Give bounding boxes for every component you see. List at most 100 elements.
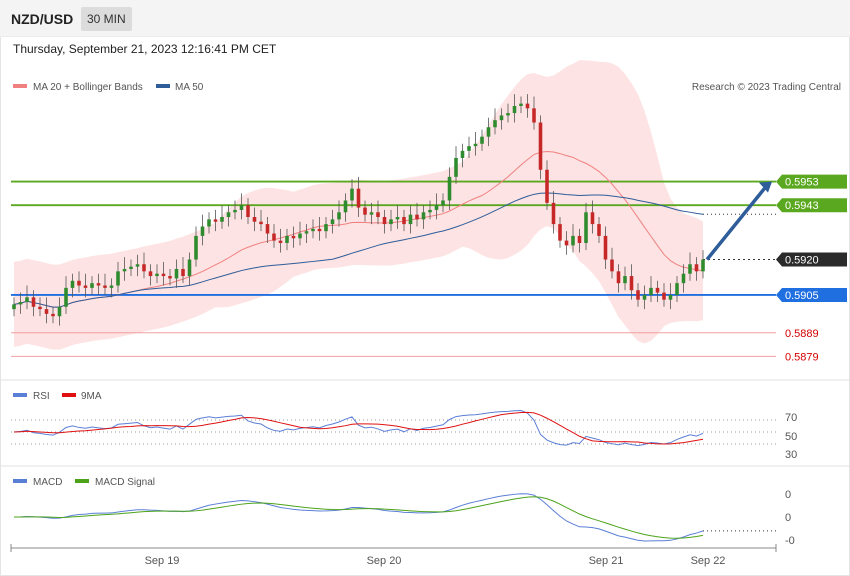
candle-body — [103, 285, 107, 288]
candle-body — [109, 285, 114, 288]
candle-body — [389, 219, 393, 225]
interval-button[interactable]: 30 MIN — [81, 7, 132, 31]
candle-body — [519, 103, 523, 106]
macd-tick-lower: -0 — [785, 535, 795, 547]
candle-body — [402, 217, 406, 225]
forecast-arrow-shaft — [705, 185, 768, 261]
candle-body — [77, 280, 81, 286]
candle-body — [382, 217, 387, 225]
candle-body — [694, 264, 699, 272]
candle-body — [636, 290, 640, 300]
candle-body — [343, 200, 348, 213]
candle-body — [434, 205, 439, 210]
candle-body — [161, 273, 166, 277]
candle-body — [220, 217, 224, 222]
macd-legend-label: MACD — [33, 477, 62, 488]
rsi-legend-label: RSI — [33, 391, 50, 402]
candle-body — [408, 214, 413, 225]
candle-body — [265, 224, 270, 234]
candle-body — [194, 235, 198, 260]
macd-legend-swatch — [13, 479, 27, 483]
candle-body — [584, 212, 588, 243]
candle-body — [590, 212, 595, 225]
candle-body — [363, 207, 367, 215]
candle-body — [551, 202, 556, 225]
candle-body — [486, 127, 491, 137]
rsi-legend-swatch — [13, 393, 27, 397]
candle-body — [259, 221, 263, 225]
candle-body — [564, 240, 569, 246]
candle-body — [239, 205, 244, 210]
candle-body — [272, 233, 276, 241]
candle-body — [213, 219, 218, 222]
candle-body — [83, 285, 88, 288]
candle-body — [616, 271, 621, 284]
x-tick-label: Sep 22 — [691, 555, 726, 567]
candle-body — [480, 136, 484, 144]
candle-body — [649, 287, 653, 295]
candle-body — [298, 233, 302, 239]
candle-body — [493, 120, 497, 128]
candle-body — [226, 212, 231, 218]
candle-body — [148, 271, 153, 277]
rsi-tick-70: 70 — [785, 412, 797, 424]
candle-body — [18, 302, 23, 305]
candle-body — [168, 276, 172, 279]
macd-signal-legend-label: MACD Signal — [95, 477, 155, 488]
candle-body — [447, 176, 452, 201]
candle-body — [291, 235, 296, 239]
candle-body — [545, 169, 549, 203]
candle-body — [629, 276, 634, 291]
candle-body — [460, 150, 465, 158]
rsi-tick-30: 30 — [785, 449, 797, 461]
candle-body — [31, 297, 36, 307]
candle-body — [681, 273, 686, 284]
price-pane — [11, 60, 776, 357]
candle-body — [506, 113, 510, 116]
candle-body — [428, 209, 432, 213]
candle-body — [96, 283, 101, 286]
level-value-label: 0.5953 — [785, 177, 819, 189]
candle-body — [57, 306, 62, 317]
candle-body — [233, 209, 237, 213]
level-value-label: 0.5920 — [785, 255, 819, 267]
candle-body — [142, 264, 146, 272]
candle-body — [571, 235, 575, 246]
candle-body — [252, 217, 257, 222]
level-value-label: 0.5889 — [785, 328, 819, 340]
rsi-pane — [11, 409, 776, 447]
candle-body — [317, 228, 322, 232]
candle-body — [174, 268, 179, 279]
candle-body — [311, 228, 315, 232]
macd-tick-zero: 0 — [785, 512, 791, 524]
candle-body — [330, 219, 335, 225]
candle-body — [675, 283, 679, 295]
level-value-label: 0.5905 — [785, 290, 819, 302]
x-tick-label: Sep 20 — [367, 555, 402, 567]
level-tag-resistance — [776, 174, 847, 189]
candle-body — [187, 259, 192, 277]
candle-body — [304, 231, 309, 234]
ma50-line — [13, 192, 704, 308]
candle-body — [246, 205, 250, 218]
candle-body — [642, 294, 647, 300]
candle-body — [415, 214, 419, 220]
ma20-legend-swatch — [13, 84, 27, 88]
candle-body — [558, 224, 562, 241]
macd-tick-upper: 0 — [785, 489, 791, 501]
level-tag-last — [776, 252, 847, 267]
candle-body — [44, 309, 49, 314]
candle-body — [70, 280, 75, 288]
chart-header: NZD/USD 30 MIN — [0, 0, 850, 37]
candle-body — [499, 115, 504, 121]
candle-body — [356, 188, 361, 208]
candle-body — [64, 287, 68, 307]
macd-line — [13, 493, 704, 542]
candle-body — [181, 268, 185, 277]
candle-body — [376, 212, 380, 218]
candle-body — [155, 273, 159, 277]
candle-body — [655, 287, 660, 293]
rsi-ma-line — [13, 411, 704, 445]
x-tick-label: Sep 19 — [145, 555, 180, 567]
